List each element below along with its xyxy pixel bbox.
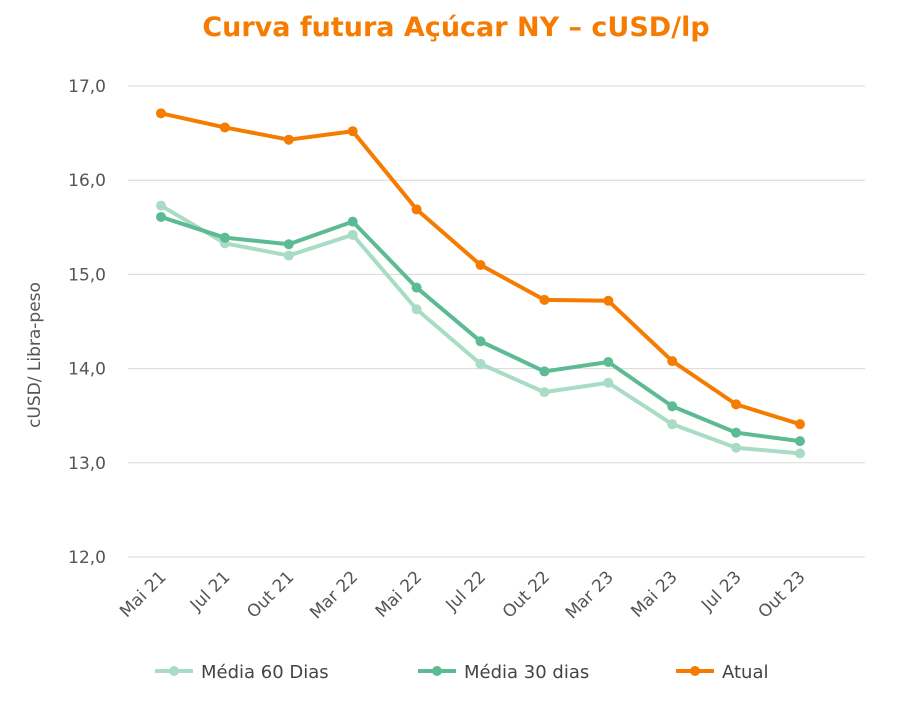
- data-point: [283, 250, 294, 261]
- legend-label: Média 30 dias: [464, 662, 589, 683]
- data-point: [156, 211, 166, 222]
- data-point: [475, 259, 486, 270]
- legend-label: Atual: [722, 662, 769, 683]
- data-point: [411, 204, 422, 215]
- data-point: [539, 366, 550, 377]
- data-point: [156, 108, 166, 119]
- data-point: [795, 436, 805, 447]
- y-tick-label: 16,0: [68, 171, 106, 191]
- data-point: [219, 122, 230, 133]
- data-point: [795, 448, 805, 459]
- x-tick-label: Jul 22: [442, 567, 490, 615]
- data-point: [731, 442, 742, 453]
- x-tick-label: Out 23: [754, 567, 809, 622]
- data-point: [603, 295, 614, 306]
- data-point: [347, 229, 358, 240]
- y-tick-label: 15,0: [68, 265, 106, 285]
- data-point: [539, 294, 550, 305]
- y-tick-label: 14,0: [68, 360, 106, 380]
- data-point: [347, 126, 358, 137]
- legend-marker: [690, 666, 700, 676]
- chart-title: Curva futura Açúcar NY – cUSD/lp: [202, 12, 710, 43]
- x-tick-label: Mar 22: [306, 567, 362, 623]
- data-point: [667, 356, 678, 367]
- x-tick-label: Mai 22: [372, 567, 426, 621]
- data-point: [603, 377, 614, 388]
- x-tick-label: Mai 21: [116, 567, 170, 621]
- data-point: [411, 282, 422, 293]
- data-point: [347, 216, 358, 227]
- data-point: [475, 358, 486, 369]
- data-point: [731, 427, 742, 438]
- data-point: [667, 401, 678, 412]
- x-tick-label: Mai 23: [627, 567, 681, 621]
- x-tick-label: Jul 23: [697, 567, 745, 615]
- data-point: [156, 200, 166, 211]
- y-tick-label: 17,0: [68, 77, 106, 97]
- x-tick-label: Out 21: [243, 567, 298, 622]
- data-point: [283, 239, 294, 250]
- x-tick-label: Mar 23: [562, 567, 618, 623]
- y-tick-label: 12,0: [68, 548, 106, 568]
- y-axis-label: cUSD/ Libra-peso: [25, 282, 45, 428]
- data-point: [219, 232, 230, 243]
- data-point: [731, 399, 742, 410]
- legend-marker: [169, 666, 179, 676]
- legend-marker: [432, 666, 442, 676]
- data-point: [411, 304, 422, 315]
- y-tick-label: 13,0: [68, 454, 106, 474]
- data-point: [539, 387, 550, 398]
- data-point: [603, 357, 614, 368]
- x-tick-label: Jul 21: [186, 567, 234, 615]
- data-point: [795, 419, 805, 430]
- legend-label: Média 60 Dias: [201, 662, 329, 683]
- data-point: [667, 419, 678, 430]
- data-point: [283, 134, 294, 145]
- data-point: [475, 336, 486, 347]
- x-tick-label: Out 22: [499, 567, 554, 622]
